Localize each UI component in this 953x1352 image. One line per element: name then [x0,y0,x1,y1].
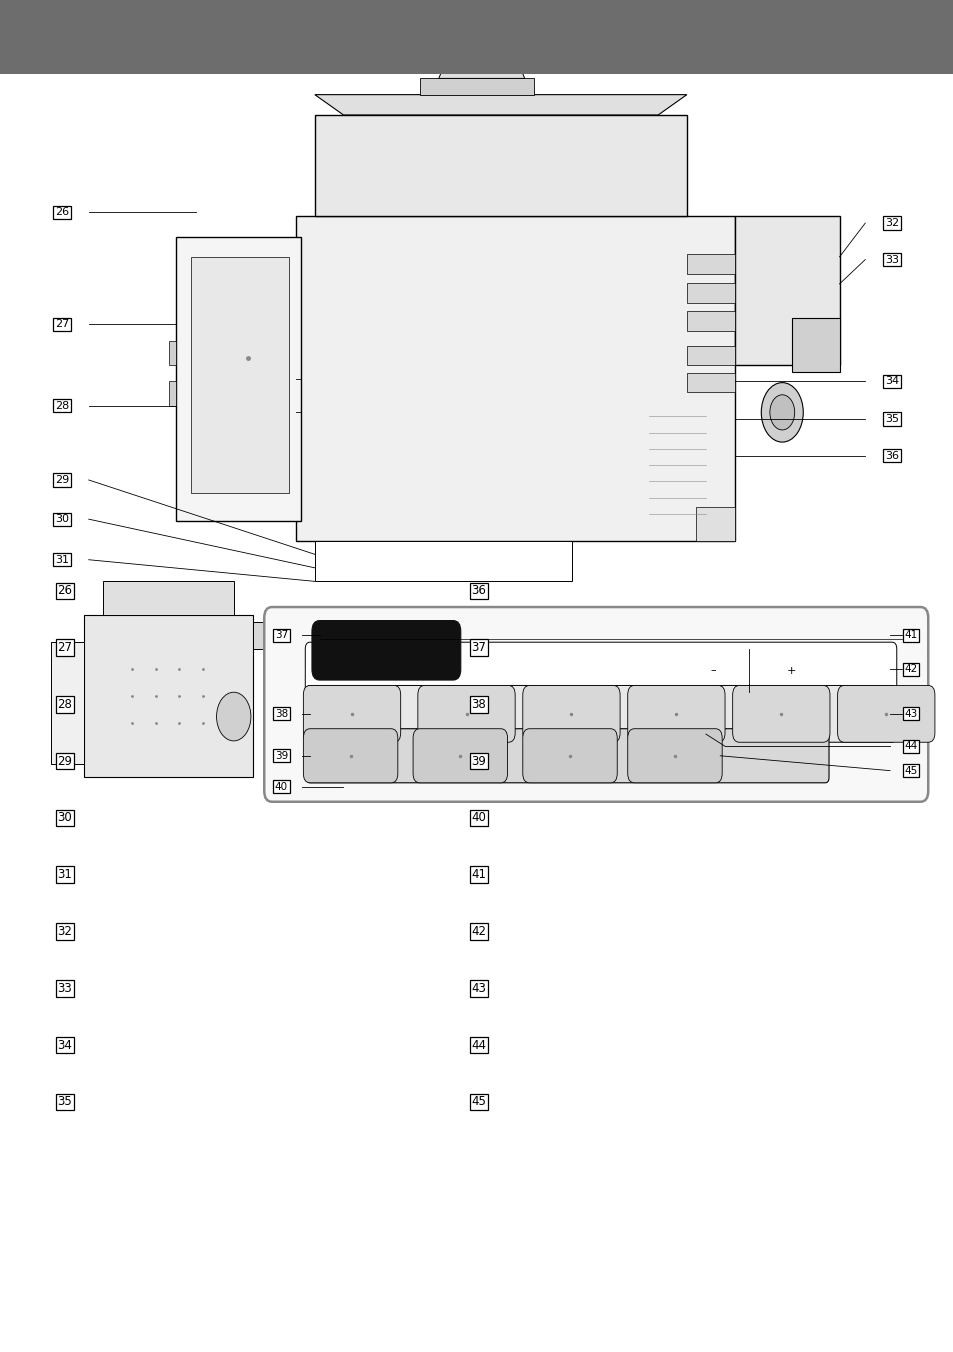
Text: 38: 38 [471,698,486,711]
Text: 29: 29 [55,475,69,485]
Text: 30: 30 [55,514,69,525]
Text: 38: 38 [274,708,288,719]
Polygon shape [191,257,289,493]
FancyBboxPatch shape [303,729,397,783]
FancyBboxPatch shape [305,642,896,699]
Text: –: – [710,665,716,676]
FancyBboxPatch shape [306,729,828,783]
Text: 37: 37 [471,641,486,654]
Text: 32: 32 [57,925,72,938]
FancyBboxPatch shape [303,685,400,742]
Polygon shape [103,581,233,615]
Circle shape [769,395,794,430]
Bar [419,78,534,95]
Text: 44: 44 [903,741,917,752]
Polygon shape [84,615,253,777]
FancyBboxPatch shape [627,685,724,742]
Polygon shape [314,95,686,115]
FancyBboxPatch shape [522,729,617,783]
Polygon shape [791,318,839,372]
Bar [686,254,734,274]
Text: 34: 34 [884,376,898,387]
FancyBboxPatch shape [312,621,460,680]
Polygon shape [51,642,84,764]
Text: 45: 45 [903,765,917,776]
Polygon shape [253,622,276,649]
FancyBboxPatch shape [417,685,515,742]
Text: 36: 36 [884,450,898,461]
Text: 27: 27 [57,641,72,654]
Polygon shape [314,115,686,216]
Text: 33: 33 [57,982,72,995]
Bar [314,541,572,581]
Text: 30: 30 [57,811,72,825]
Circle shape [760,383,802,442]
FancyBboxPatch shape [837,685,934,742]
FancyBboxPatch shape [413,729,507,783]
Text: 28: 28 [55,400,69,411]
Bar [686,346,734,365]
Text: 35: 35 [884,414,898,425]
Text: 42: 42 [903,664,917,675]
Text: 39: 39 [471,754,486,768]
Text: 37: 37 [274,630,288,641]
Bar [686,283,734,303]
Polygon shape [295,216,734,541]
Polygon shape [438,54,524,78]
Circle shape [216,692,251,741]
Text: 26: 26 [55,207,69,218]
Text: 28: 28 [57,698,72,711]
Text: 41: 41 [903,630,917,641]
Bar [686,373,734,392]
Text: 41: 41 [471,868,486,882]
FancyBboxPatch shape [264,607,927,802]
Text: +: + [786,665,796,676]
Text: 36: 36 [471,584,486,598]
Text: 42: 42 [471,925,486,938]
Text: 45: 45 [471,1095,486,1109]
FancyBboxPatch shape [627,729,721,783]
Polygon shape [176,237,300,521]
Text: 44: 44 [471,1038,486,1052]
FancyBboxPatch shape [522,685,619,742]
Text: 43: 43 [471,982,486,995]
Text: 33: 33 [884,254,898,265]
Bar [696,507,734,541]
Text: 31: 31 [57,868,72,882]
Text: 34: 34 [57,1038,72,1052]
Bar [0,0,953,74]
Bar [169,341,176,365]
Text: 26: 26 [57,584,72,598]
Bar [169,381,176,406]
Polygon shape [734,216,839,365]
Text: 39: 39 [274,750,288,761]
Bar [686,311,734,331]
Text: 31: 31 [55,554,69,565]
Text: 35: 35 [57,1095,72,1109]
Text: 40: 40 [274,781,288,792]
Text: 29: 29 [57,754,72,768]
Text: 40: 40 [471,811,486,825]
Text: 27: 27 [55,319,69,330]
Text: 32: 32 [884,218,898,228]
Text: 43: 43 [903,708,917,719]
FancyBboxPatch shape [306,685,895,742]
FancyBboxPatch shape [732,685,829,742]
